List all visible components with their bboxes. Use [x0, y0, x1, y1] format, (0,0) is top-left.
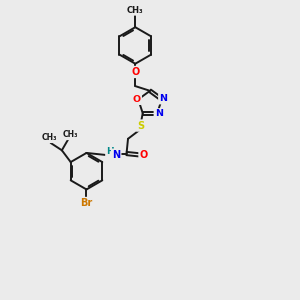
- Text: O: O: [140, 150, 148, 160]
- Text: N: N: [112, 150, 120, 160]
- Text: N: N: [155, 109, 163, 118]
- Text: H: H: [106, 147, 114, 156]
- Text: O: O: [131, 67, 140, 77]
- Text: S: S: [137, 121, 144, 130]
- Text: N: N: [159, 94, 167, 103]
- Text: Br: Br: [80, 198, 93, 208]
- Text: CH₃: CH₃: [127, 6, 144, 15]
- Text: O: O: [133, 95, 141, 104]
- Text: CH₃: CH₃: [63, 130, 78, 139]
- Text: CH₃: CH₃: [41, 133, 57, 142]
